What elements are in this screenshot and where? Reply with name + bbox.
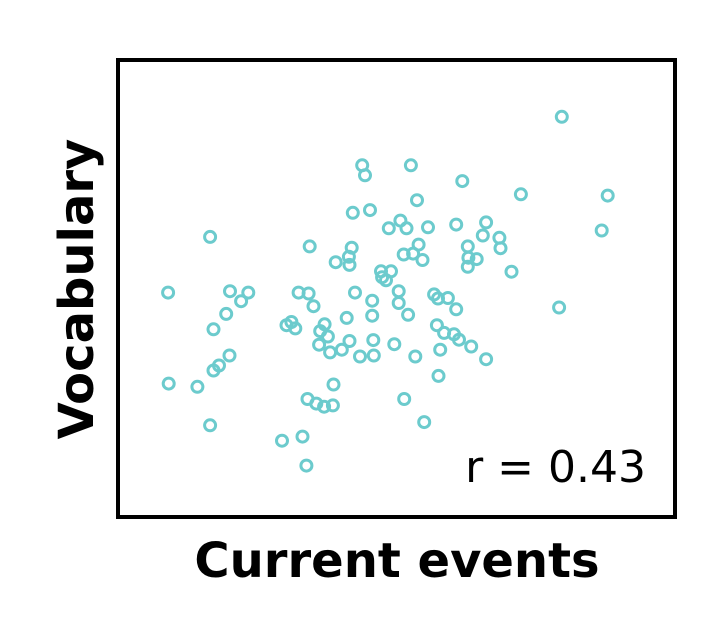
scatter-point (345, 205, 360, 220)
scatter-point (312, 337, 327, 352)
scatter-point (594, 223, 609, 238)
scatter-point (344, 240, 359, 255)
scatter-point (295, 429, 310, 444)
scatter-point (219, 306, 234, 321)
scatter-point (334, 342, 349, 357)
scatter-point (396, 247, 411, 262)
scatter-point (408, 349, 423, 364)
scatter-point (433, 342, 448, 357)
scatter-point (387, 337, 402, 352)
scatter-point (421, 220, 435, 235)
scatter-point (302, 239, 317, 254)
scatter-point (403, 158, 418, 173)
scatter-point (469, 252, 484, 267)
scatter-point (363, 203, 377, 218)
scatter-point (384, 264, 398, 279)
scatter-point (493, 241, 508, 256)
scatter-point (513, 187, 528, 202)
scatter-point (399, 221, 414, 236)
scatter-point (342, 257, 357, 272)
scatter-point (365, 308, 380, 323)
scatter-point (366, 348, 381, 363)
scatter-point (452, 332, 466, 347)
scatter-point (275, 433, 289, 448)
scatter-point (410, 193, 424, 208)
scatter-point (460, 259, 475, 274)
scatter-point (222, 348, 237, 363)
scatter-point (342, 334, 357, 348)
correlation-annotation: r = 0.43 (465, 442, 646, 493)
scatter-point (479, 352, 494, 367)
scatter-point (355, 158, 370, 173)
scatter-point (339, 310, 354, 325)
scatter-point (397, 392, 412, 406)
scatter-point (328, 255, 343, 270)
scatter-point (479, 215, 494, 230)
scatter-point (288, 321, 303, 336)
scatter-point (234, 294, 249, 309)
scatter-point (203, 229, 218, 244)
scatter-point (600, 188, 615, 203)
x-axis-label: Current events (194, 533, 599, 589)
scatter-point (401, 307, 416, 322)
scatter-point (317, 317, 332, 332)
scatter-point (203, 418, 218, 433)
scatter-point (504, 264, 519, 279)
scatter-point (161, 376, 176, 391)
scatter-point (431, 368, 446, 383)
scatter-point (475, 228, 490, 243)
scatter-point (306, 299, 321, 314)
scatter-point (366, 333, 381, 348)
scatter-point (411, 237, 426, 252)
scatter-point (161, 285, 176, 300)
scatter-point (299, 458, 314, 473)
scatter-point (449, 302, 464, 317)
scatter-point (309, 396, 324, 411)
scatter-point (552, 300, 567, 315)
scatter-point (301, 286, 316, 301)
scatter-point (223, 284, 237, 299)
scatter-point (320, 329, 335, 344)
scatter-point (365, 293, 380, 308)
scatter-point (455, 174, 470, 189)
scatter-point (415, 253, 430, 267)
scatter-point (190, 379, 205, 394)
scatter-point (326, 377, 341, 392)
data-points (161, 109, 615, 473)
scatter-point (381, 221, 396, 236)
scatter-point (429, 318, 444, 333)
scatter-point (348, 285, 362, 300)
scatter-point (391, 296, 406, 310)
scatter-point (440, 291, 455, 305)
y-axis-label: Vocabulary (49, 139, 105, 440)
plot-area-frame (116, 58, 677, 519)
scatter-point (317, 399, 332, 414)
scatter-point (206, 322, 221, 337)
scatter-point (241, 285, 256, 300)
scatter-point (554, 109, 569, 124)
scatter-point (212, 358, 226, 373)
scatter-point (417, 415, 432, 430)
scatter-point (461, 250, 476, 265)
scatter-point (353, 349, 367, 364)
scatter-point (449, 217, 464, 232)
scatter-point (464, 339, 479, 354)
scatter-point (325, 398, 340, 413)
